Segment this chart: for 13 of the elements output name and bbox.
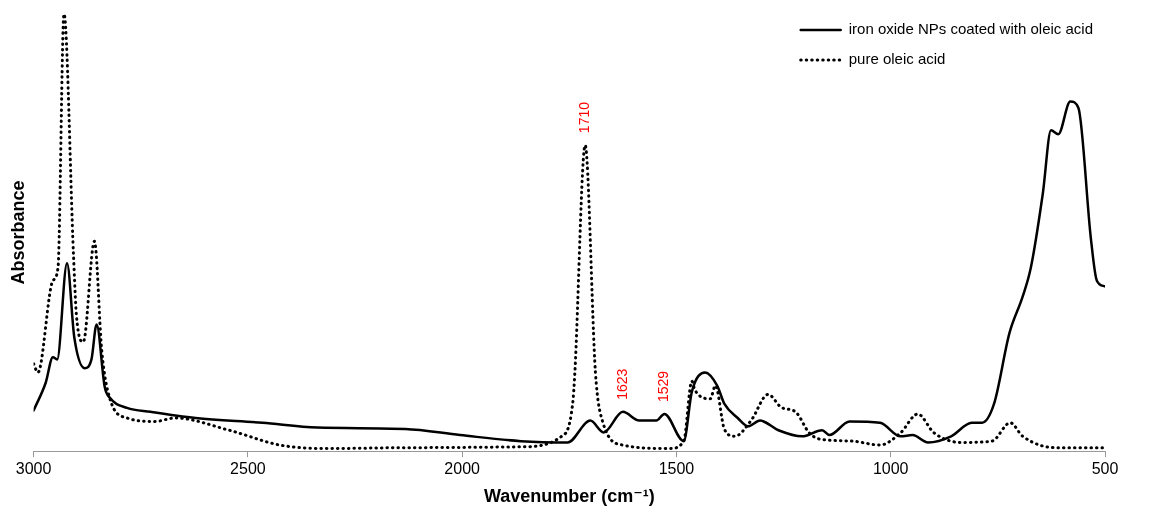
legend-label: pure oleic acid xyxy=(848,50,946,68)
x-axis-title: Wavenumber (cm⁻¹) xyxy=(483,486,655,507)
annotation: 1710 xyxy=(576,101,593,134)
legend-label: iron oxide NPs coated with oleic acid xyxy=(848,20,1093,38)
y-axis-title: Absorbance xyxy=(7,180,28,285)
x-tick-label: 1500 xyxy=(658,460,695,478)
x-tick-label: 1000 xyxy=(872,460,909,478)
x-tick-label: 2000 xyxy=(444,460,481,478)
annotation: 1529 xyxy=(655,370,672,403)
x-tick-label: 3000 xyxy=(15,460,52,478)
annotation: 1623 xyxy=(613,368,630,400)
x-tick-label: 500 xyxy=(1091,460,1119,478)
x-tick-label: 2500 xyxy=(230,460,266,478)
